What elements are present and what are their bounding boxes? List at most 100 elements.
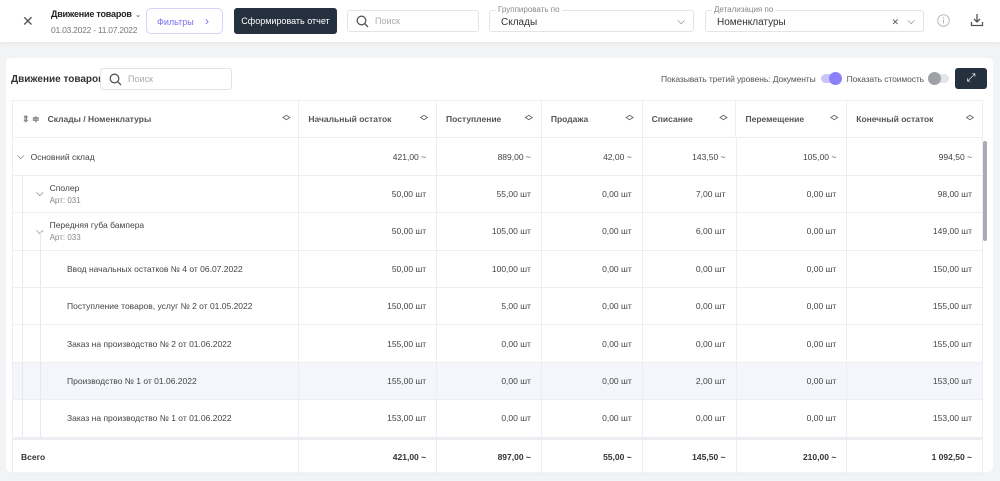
column-header[interactable]: Поступление ︿ ﹀ xyxy=(437,101,542,138)
table-row[interactable]: Ввод начальных остатков № 4 от 06.07.202… xyxy=(13,250,982,288)
row-name: Заказ на производство № 2 от 01.06.2022 xyxy=(67,338,232,349)
search-input[interactable]: Поиск xyxy=(347,10,479,32)
column-header[interactable]: Продажа ︿ ﹀ xyxy=(542,101,643,138)
table-row[interactable]: Поступление товаров, услуг № 2 от 01.05.… xyxy=(13,287,982,326)
value-cell: 994,50 ~ xyxy=(938,151,972,162)
value-cell: 6,00 шт xyxy=(643,213,737,250)
download-icon[interactable] xyxy=(970,13,984,27)
column-header[interactable]: Начальный остаток ︿ ﹀ xyxy=(299,101,438,138)
row-name-cell: Производство № 1 от 01.06.2022 xyxy=(13,362,300,400)
value-cell: 155,00 шт xyxy=(932,338,972,349)
value-cell: 150,00 шт xyxy=(932,263,972,274)
scrollbar[interactable] xyxy=(983,141,987,241)
sort-icon[interactable]: ︿ ﹀ xyxy=(524,110,533,126)
tree-line xyxy=(22,287,23,325)
table-row[interactable]: Заказ на производство № 2 от 01.06.2022 1… xyxy=(13,325,982,363)
sort-icon[interactable]: ︿ ﹀ xyxy=(625,110,634,126)
sort-icon[interactable]: ︿ ﹀ xyxy=(420,110,429,126)
group-by-select[interactable]: Группировать по Склады ⌵ xyxy=(489,5,694,32)
value-cell: 155,00 шт xyxy=(299,362,438,400)
column-header[interactable]: Перемещение ︿ ﹀ xyxy=(736,101,848,138)
table-row[interactable]: ⌵ Сполер Арт: 031 50,00 шт 55,00 шт 0,00 шт 7,… xyxy=(13,175,982,214)
value-cell: 153,00 шт xyxy=(932,375,972,386)
value-cell: 0,00 шт xyxy=(643,325,737,362)
row-name: Передняя губа бампера xyxy=(49,220,145,231)
filters-button[interactable]: Фильтры › xyxy=(146,8,223,34)
chevron-down-icon[interactable]: ⌵ xyxy=(36,226,44,237)
value-cell: 0,00 шт xyxy=(737,400,848,437)
show-cost-toggle[interactable] xyxy=(928,72,949,85)
expand-collapse-all-icon[interactable]: ⇕ ≑ xyxy=(22,113,40,124)
column-header-label: Склады / Номенклатуры xyxy=(47,114,152,125)
report-table: ⇕ ≑ Склады / Номенклатуры ︿ ﹀ Начальный оста… xyxy=(12,100,983,475)
value-cell: 0,00 шт xyxy=(737,325,848,362)
value-cell: 0,00 шт xyxy=(542,325,643,362)
value-cell: 100,00 шт xyxy=(437,250,542,287)
value-cell: 0,00 шт xyxy=(643,250,737,287)
value-cell: 143,50 ~ xyxy=(643,138,737,175)
expand-icon[interactable]: ⤢ xyxy=(955,68,987,89)
table-header-row: ⇕ ≑ Склады / Номенклатуры ︿ ﹀ Начальный оста… xyxy=(13,101,982,139)
table-row[interactable]: Производство № 1 от 01.06.2022 155,00 шт 0… xyxy=(13,362,982,401)
value-cell: 0,00 шт xyxy=(737,213,848,250)
value-cell: 155,00 шт xyxy=(299,325,438,362)
sort-icon[interactable]: ︿ ﹀ xyxy=(282,110,291,126)
table-tools: Показывать третий уровень: Документы Пок… xyxy=(661,68,987,89)
generate-report-button[interactable]: Сформировать отчет xyxy=(234,8,337,34)
chevron-down-icon[interactable]: ⌵ xyxy=(17,151,25,163)
column-header-label: Поступление xyxy=(446,114,502,125)
row-name-cell: ⌵ Основний склад xyxy=(13,138,300,175)
total-row: Всего 421,00 ~897,00 ~55,00 ~145,50 ~210,… xyxy=(13,437,982,475)
value-cell: 153,00 шт xyxy=(299,400,438,437)
value-cell: 0,00 шт xyxy=(542,213,643,250)
total-value: 1 092,50 ~ xyxy=(931,451,972,462)
value-cell: 105,00 шт xyxy=(437,213,542,250)
column-header[interactable]: Конечный остаток ︿ ﹀ xyxy=(847,101,982,137)
third-level-toggle[interactable] xyxy=(820,72,842,85)
sort-icon[interactable]: ︿ ﹀ xyxy=(965,110,974,126)
top-bar: ✕ Движение товаров ⌄ 01.03.2022 - 11.07.… xyxy=(0,0,1000,42)
value-cell: 7,00 шт xyxy=(643,175,737,213)
sort-icon[interactable]: ︿ ﹀ xyxy=(830,110,839,126)
value-cell: 889,00 ~ xyxy=(437,138,542,175)
row-name-block: Передняя губа бампера Арт: 033 xyxy=(50,220,145,242)
value-cell: 0,00 шт xyxy=(542,287,643,325)
close-icon[interactable]: ✕ xyxy=(22,13,34,29)
total-label: Всего xyxy=(13,439,300,474)
chevron-down-icon: ⌵ xyxy=(677,16,685,27)
column-header[interactable]: ⇕ ≑ Склады / Номенклатуры ︿ ﹀ xyxy=(13,101,300,138)
card-title: Движение товаров xyxy=(11,74,105,85)
row-name-block: Заказ на производство № 2 от 01.06.2022 xyxy=(67,339,232,349)
chevron-down-icon[interactable]: ⌵ xyxy=(36,188,44,200)
sort-icon[interactable]: ︿ ﹀ xyxy=(719,110,728,126)
table-row[interactable]: ⌵ Передняя губа бампера Арт: 033 50,00 шт10… xyxy=(13,213,982,251)
search-icon xyxy=(109,73,122,86)
row-name: Сполер xyxy=(49,182,80,193)
filters-label: Фильтры xyxy=(157,17,194,27)
value-cell: 0,00 шт xyxy=(542,362,643,400)
tree-line xyxy=(22,175,23,213)
value-cell: 0,00 шт xyxy=(643,287,737,325)
tree-line xyxy=(40,231,41,250)
value-cell: 0,00 шт xyxy=(737,362,848,400)
table-search-input[interactable]: Поиск xyxy=(100,68,232,90)
row-name: Поступление товаров, услуг № 2 от 01.05.… xyxy=(67,301,253,312)
clear-icon[interactable]: ✕ xyxy=(891,17,899,27)
table-row[interactable]: Заказ на производство № 1 от 01.06.2022 1… xyxy=(13,400,982,438)
total-value: 145,50 ~ xyxy=(643,439,737,474)
value-cell: 149,00 шт xyxy=(932,226,972,237)
tree-line xyxy=(22,213,23,250)
report-card xyxy=(6,58,993,472)
report-title-line[interactable]: Движение товаров ⌄ xyxy=(51,9,143,19)
info-icon[interactable] xyxy=(937,14,950,27)
row-name-block: Производство № 1 от 01.06.2022 xyxy=(67,376,197,386)
value-cell: 155,00 шт xyxy=(932,301,972,312)
table-row[interactable]: ⌵ Основний склад 421,00 ~889,00 ~42,00 ~14… xyxy=(13,138,982,176)
chevron-down-icon[interactable]: ⌄ xyxy=(134,9,142,19)
detail-by-select[interactable]: Детализация по Номенклатуры ✕ ⌵ xyxy=(705,5,924,32)
report-title[interactable]: Движение товаров xyxy=(51,9,132,19)
row-name-block: Сполер Арт: 031 xyxy=(50,183,81,205)
value-cell: 0,00 шт xyxy=(643,400,737,437)
column-header[interactable]: Списание ︿ ﹀ xyxy=(643,101,737,138)
value-cell: 0,00 шт xyxy=(437,325,542,362)
